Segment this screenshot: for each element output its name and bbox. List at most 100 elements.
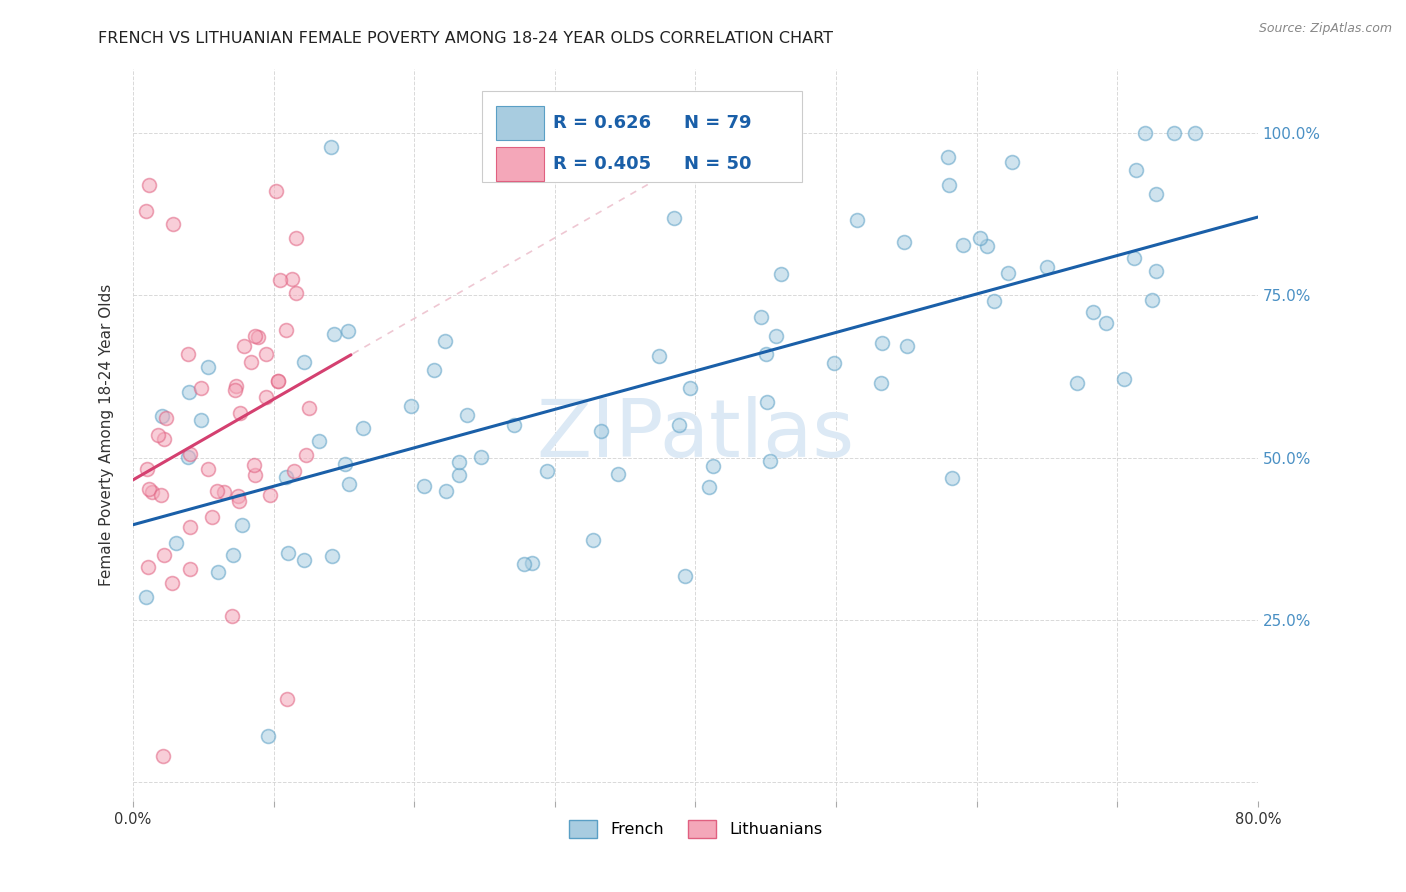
- Point: [1066, 376, 1088, 390]
- Point: [254, 347, 277, 361]
- Point: [1144, 264, 1167, 278]
- Point: [298, 401, 321, 415]
- Point: [522, 557, 544, 571]
- Point: [456, 408, 478, 422]
- Point: [233, 339, 256, 353]
- Point: [254, 390, 277, 404]
- Point: [319, 140, 342, 154]
- Point: [697, 480, 720, 494]
- Point: [423, 363, 446, 377]
- Point: [136, 560, 159, 574]
- Point: [673, 568, 696, 582]
- Point: [165, 536, 187, 550]
- Point: [190, 381, 212, 395]
- Point: [938, 178, 960, 193]
- Point: [283, 464, 305, 478]
- Point: [668, 418, 690, 433]
- Point: [679, 381, 702, 395]
- Point: [755, 346, 778, 360]
- Point: [769, 267, 792, 281]
- Point: [197, 360, 219, 375]
- Point: [264, 184, 287, 198]
- Point: [207, 565, 229, 579]
- Point: [337, 477, 360, 491]
- Point: [308, 434, 330, 449]
- Text: Source: ZipAtlas.com: Source: ZipAtlas.com: [1258, 22, 1392, 36]
- Point: [1036, 260, 1059, 275]
- Point: [243, 458, 266, 473]
- Point: [135, 590, 157, 604]
- Point: [447, 468, 470, 483]
- Point: [150, 488, 173, 502]
- Point: [758, 454, 780, 468]
- Point: [976, 239, 998, 253]
- Point: [434, 334, 457, 349]
- Point: [536, 464, 558, 478]
- Point: [197, 462, 219, 476]
- Point: [1135, 127, 1157, 141]
- Point: [201, 510, 224, 524]
- FancyBboxPatch shape: [496, 106, 544, 139]
- Point: [177, 347, 200, 361]
- Point: [267, 375, 290, 389]
- Point: [502, 417, 524, 432]
- Point: [284, 231, 307, 245]
- Point: [1081, 305, 1104, 319]
- Point: [936, 150, 959, 164]
- Point: [1114, 372, 1136, 386]
- Point: [581, 533, 603, 548]
- Point: [292, 355, 315, 369]
- Point: [335, 458, 357, 472]
- Point: [1140, 293, 1163, 307]
- Point: [153, 432, 176, 446]
- Point: [277, 545, 299, 559]
- Point: [664, 211, 686, 225]
- Point: [823, 356, 845, 370]
- Point: [997, 266, 1019, 280]
- Point: [434, 484, 457, 499]
- Point: [702, 459, 724, 474]
- Point: [141, 484, 163, 499]
- Point: [179, 520, 201, 534]
- Point: [179, 562, 201, 576]
- Point: [205, 483, 228, 498]
- Point: [870, 335, 893, 350]
- Point: [226, 490, 249, 504]
- Point: [1094, 316, 1116, 330]
- Point: [152, 748, 174, 763]
- Point: [1184, 127, 1206, 141]
- Point: [138, 482, 160, 496]
- Point: [280, 272, 302, 286]
- Point: [1144, 186, 1167, 201]
- Point: [893, 235, 915, 250]
- Point: [952, 238, 974, 252]
- Point: [177, 385, 200, 400]
- Point: [243, 329, 266, 343]
- Point: [295, 448, 318, 462]
- Point: [276, 470, 298, 484]
- Point: [284, 285, 307, 300]
- Point: [155, 410, 177, 425]
- Point: [257, 730, 280, 744]
- Point: [470, 450, 492, 464]
- Point: [845, 213, 868, 227]
- Point: [1123, 251, 1146, 265]
- Text: ZIPatlas: ZIPatlas: [537, 396, 855, 474]
- Text: R = 0.405: R = 0.405: [553, 155, 651, 173]
- Point: [352, 421, 374, 435]
- Point: [399, 399, 422, 413]
- Point: [148, 428, 170, 442]
- Text: FRENCH VS LITHUANIAN FEMALE POVERTY AMONG 18-24 YEAR OLDS CORRELATION CHART: FRENCH VS LITHUANIAN FEMALE POVERTY AMON…: [98, 31, 834, 46]
- Point: [190, 413, 212, 427]
- Point: [179, 447, 201, 461]
- Point: [1001, 154, 1024, 169]
- Point: [243, 468, 266, 483]
- Point: [765, 329, 787, 343]
- Y-axis label: Female Poverty Among 18-24 Year Olds: Female Poverty Among 18-24 Year Olds: [100, 284, 114, 586]
- Point: [749, 310, 772, 324]
- Point: [648, 350, 671, 364]
- Point: [160, 575, 183, 590]
- Point: [449, 455, 471, 469]
- Legend: French, Lithuanians: French, Lithuanians: [562, 814, 828, 845]
- Point: [292, 553, 315, 567]
